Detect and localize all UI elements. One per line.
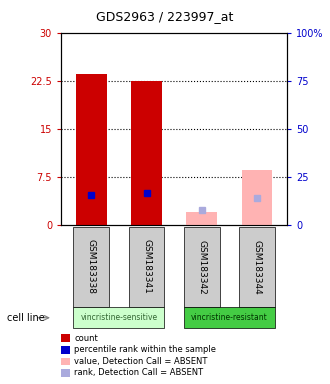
Bar [76, 74, 107, 225]
Text: cell line: cell line [7, 313, 44, 323]
Bar [186, 212, 217, 225]
Text: GSM183338: GSM183338 [87, 239, 96, 295]
Text: GSM183342: GSM183342 [197, 240, 206, 294]
Text: vincristine-sensitive: vincristine-sensitive [81, 313, 157, 322]
Bar [242, 170, 272, 225]
Text: GSM183344: GSM183344 [252, 240, 261, 294]
Text: rank, Detection Call = ABSENT: rank, Detection Call = ABSENT [74, 368, 203, 377]
Text: vincristine-resistant: vincristine-resistant [191, 313, 268, 322]
Text: GSM183341: GSM183341 [142, 240, 151, 294]
Text: GDS2963 / 223997_at: GDS2963 / 223997_at [96, 10, 234, 23]
Bar [131, 81, 162, 225]
Text: percentile rank within the sample: percentile rank within the sample [74, 345, 216, 354]
Text: count: count [74, 334, 98, 343]
Text: value, Detection Call = ABSENT: value, Detection Call = ABSENT [74, 357, 208, 366]
